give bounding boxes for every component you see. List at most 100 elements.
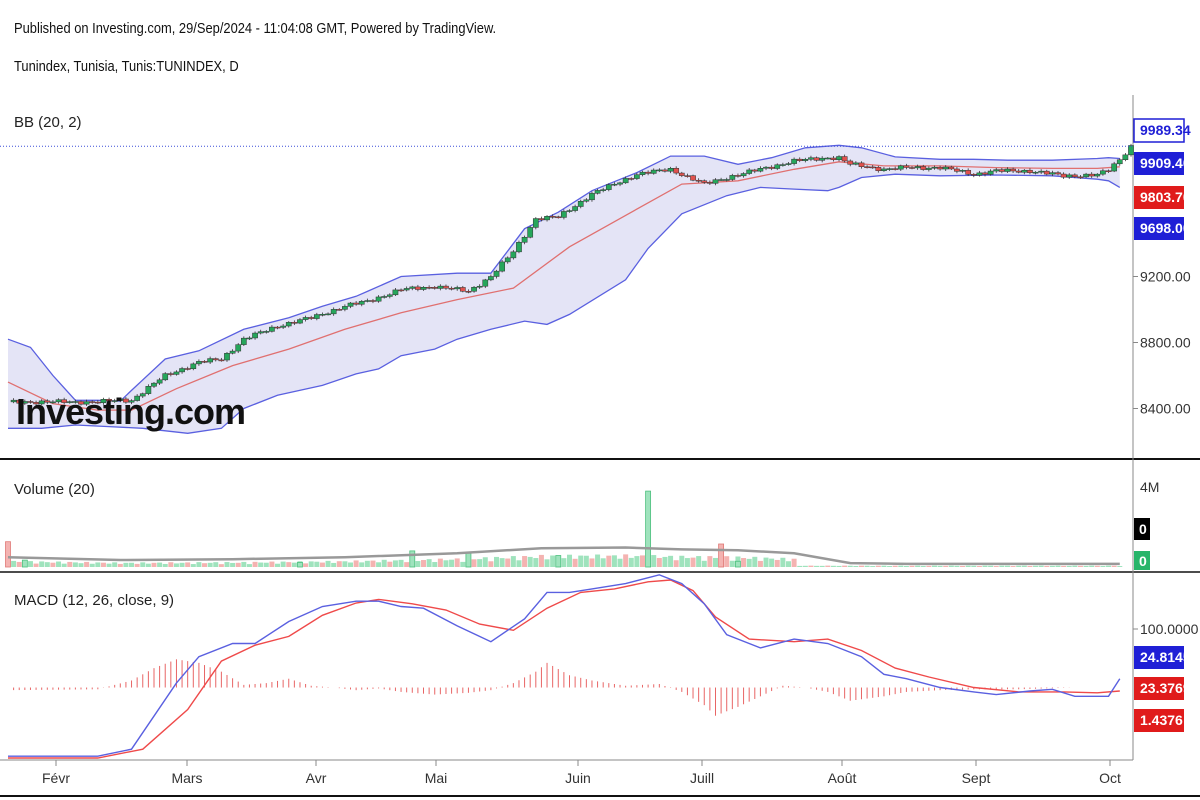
volume-bar [1010, 566, 1016, 567]
candle-body [134, 395, 140, 401]
candle-body [931, 166, 938, 169]
volume-bar [842, 565, 848, 567]
volume-bar [746, 558, 752, 567]
candle-body [1038, 170, 1045, 173]
volume-bar [106, 563, 112, 567]
candle-body [94, 401, 101, 404]
candle-body [1010, 168, 1016, 172]
candle-body [319, 314, 326, 316]
volume-bar [993, 566, 999, 567]
candle-body [184, 368, 191, 370]
candle-body [976, 172, 983, 176]
candle-body [139, 393, 146, 397]
candle-body [106, 399, 112, 402]
volume-bar [808, 565, 814, 567]
candle-body [1128, 145, 1134, 156]
published-header: Published on Investing.com, 29/Sep/2024 … [14, 20, 497, 37]
volume-bar [140, 562, 146, 567]
volume-bar [825, 565, 831, 567]
bb-upper-label-box [1134, 152, 1184, 175]
candle-body [190, 363, 197, 370]
instrument-title: Tunindex, Tunisia, Tunis:TUNINDEX, D [14, 58, 239, 75]
volume-bar [1111, 565, 1117, 567]
candle-body [386, 294, 393, 297]
candle-body [959, 170, 966, 172]
volume-bar [696, 556, 702, 567]
volume-bar [303, 563, 309, 567]
volume-bar [1077, 565, 1083, 567]
volume-bar [769, 558, 775, 567]
volume-ma-line [7, 546, 1120, 566]
volume-bar [651, 555, 657, 567]
volume-bar [926, 565, 932, 567]
candle-body [207, 358, 213, 363]
volume-bar [67, 561, 73, 567]
volume-bar [780, 557, 786, 567]
candle-body [308, 317, 315, 319]
volume-bar [1117, 566, 1123, 567]
candle-body [488, 276, 494, 281]
candle-body [313, 314, 320, 319]
price-tick-label: 8400.00 [1140, 401, 1191, 417]
volume-bar [763, 557, 769, 567]
volume-bar [145, 563, 151, 567]
candle-body [780, 164, 786, 166]
volume-bar [460, 561, 466, 567]
candle-body [566, 210, 573, 212]
volume-bar [471, 559, 477, 567]
candle-body [611, 183, 618, 186]
investing-watermark: Investing.com [16, 391, 245, 432]
volume-bar [875, 565, 881, 567]
candle-body [1083, 173, 1089, 178]
candle-body [1088, 173, 1095, 177]
candle-body [555, 216, 562, 219]
candle-body [398, 289, 404, 292]
volume-bar [634, 556, 640, 567]
volume-bar [830, 565, 836, 567]
candle-body [1077, 176, 1084, 179]
candle-body [229, 350, 236, 354]
macd-line [8, 574, 1121, 757]
candle-body [443, 285, 449, 289]
volume-bar [656, 557, 662, 567]
volume-bar [611, 555, 617, 567]
candle-body [920, 166, 927, 170]
candle-body [246, 337, 253, 340]
time-tick-label: Août [828, 770, 857, 786]
candle-body [1066, 174, 1073, 178]
candle-body [628, 178, 635, 180]
candle-body [459, 287, 466, 292]
volume-bar [1021, 565, 1027, 567]
histogram-value-label: 1.4376 [1140, 712, 1183, 728]
candle-body [695, 179, 702, 182]
candle-body [1094, 173, 1101, 177]
volume-bar [757, 560, 763, 567]
candle-body [426, 287, 432, 289]
volume-bar [129, 562, 135, 567]
candle-body [145, 386, 152, 394]
volume-bar [482, 557, 488, 567]
volume-bar [398, 559, 404, 567]
volume-spike-bar [718, 543, 725, 568]
candle-body [504, 257, 511, 263]
volume-bar [123, 562, 129, 567]
candle-body [128, 400, 135, 403]
volume-bar [538, 554, 544, 567]
volume-spike-bar [645, 490, 652, 568]
candle-body [1122, 154, 1129, 160]
candle-body [544, 216, 550, 221]
volume-bar [168, 562, 174, 567]
volume-bar [903, 565, 909, 567]
volume-bar [173, 563, 179, 567]
volume-bar [550, 555, 556, 567]
volume-bar [381, 559, 387, 567]
volume-bar [1089, 565, 1095, 567]
volume-bar [853, 565, 859, 567]
volume-bar [33, 563, 39, 567]
candle-body [364, 300, 371, 302]
volume-bar [477, 559, 483, 567]
volume-bar [617, 558, 623, 567]
candle-body [527, 227, 534, 238]
volume-bar [701, 560, 707, 567]
